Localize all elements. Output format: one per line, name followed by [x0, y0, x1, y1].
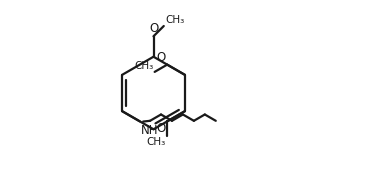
Text: O: O [149, 22, 158, 35]
Text: O: O [156, 51, 166, 64]
Text: CH₃: CH₃ [165, 15, 185, 25]
Text: CH₃: CH₃ [134, 61, 153, 71]
Text: CH₃: CH₃ [146, 137, 166, 147]
Text: NH: NH [141, 124, 158, 137]
Text: O: O [156, 122, 166, 135]
